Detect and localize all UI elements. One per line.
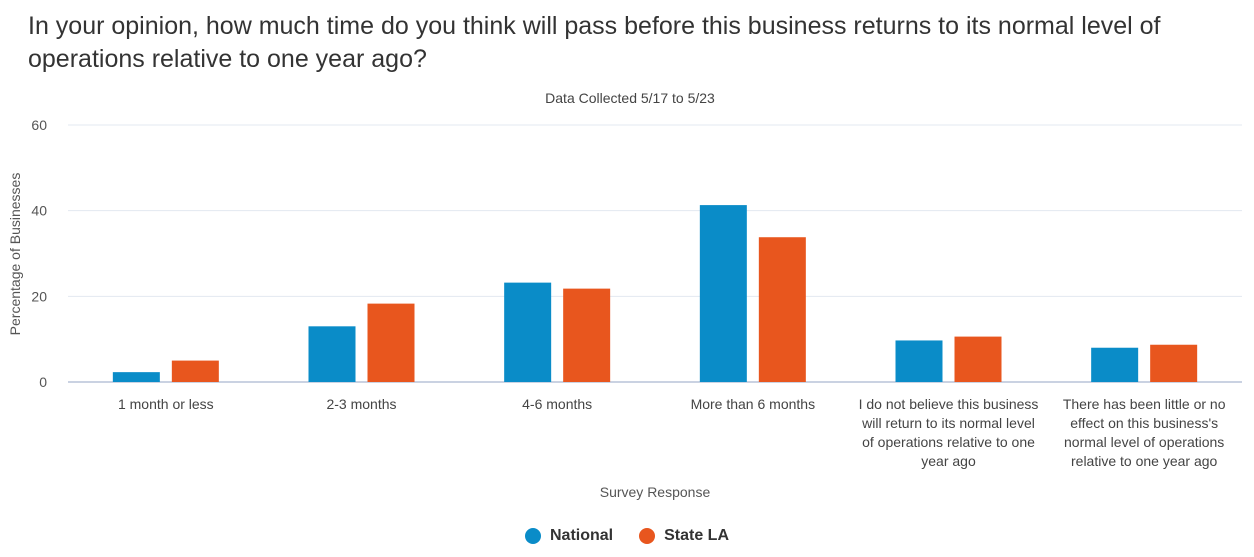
y-axis-label: Percentage of Businesses (7, 173, 23, 336)
x-tick-label: I do not believe this business will retur… (859, 396, 1039, 469)
bar-national-5[interactable] (1091, 347, 1139, 382)
legend-item-state-la[interactable]: State LA (639, 527, 729, 545)
x-tick-label: There has been little or no effect on thi… (1063, 396, 1226, 469)
x-tick-label: 4-6 months (522, 396, 592, 412)
bar-state-la-5[interactable] (1150, 344, 1198, 382)
gridlines (68, 124, 1242, 383)
legend-item-national[interactable]: National (524, 527, 614, 545)
y-tick-label: 60 (31, 117, 47, 133)
legend-label-state-la: State LA (664, 527, 730, 544)
bar-state-la-3[interactable] (758, 237, 806, 382)
chart-title: In your opinion, how much time do you th… (28, 12, 1161, 73)
x-tick-labels: 1 month or less 2-3 months 4-6 months More … (118, 396, 1226, 469)
bars (112, 205, 1198, 382)
bar-state-la-1[interactable] (367, 303, 415, 382)
legend: National State LA (0, 527, 1254, 545)
bar-chart: 0 20 40 60 1 month or less 2-3 months 4-6 mon… (7, 90, 1242, 500)
bar-national-0[interactable] (112, 372, 160, 382)
x-tick-label: 1 month or less (118, 396, 214, 412)
x-axis-label: Survey Response (600, 484, 711, 500)
y-tick-label: 20 (31, 288, 47, 304)
legend-swatch-state-la (639, 528, 656, 544)
bar-national-3[interactable] (699, 205, 747, 382)
legend-swatch-national (524, 528, 541, 544)
x-tick-label: More than 6 months (691, 396, 816, 412)
bar-state-la-4[interactable] (954, 336, 1002, 382)
bar-national-1[interactable] (308, 326, 356, 382)
x-tick-label: 2-3 months (326, 396, 396, 412)
y-tick-label: 0 (39, 374, 47, 390)
bar-state-la-0[interactable] (171, 360, 219, 382)
bar-state-la-2[interactable] (563, 288, 611, 382)
bar-national-4[interactable] (895, 340, 943, 382)
legend-label-national: National (549, 527, 614, 544)
y-tick-label: 40 (31, 203, 47, 219)
y-tick-labels: 0 20 40 60 (31, 117, 47, 390)
chart-subtitle: Data Collected 5/17 to 5/23 (545, 90, 715, 106)
bar-national-2[interactable] (504, 282, 552, 382)
